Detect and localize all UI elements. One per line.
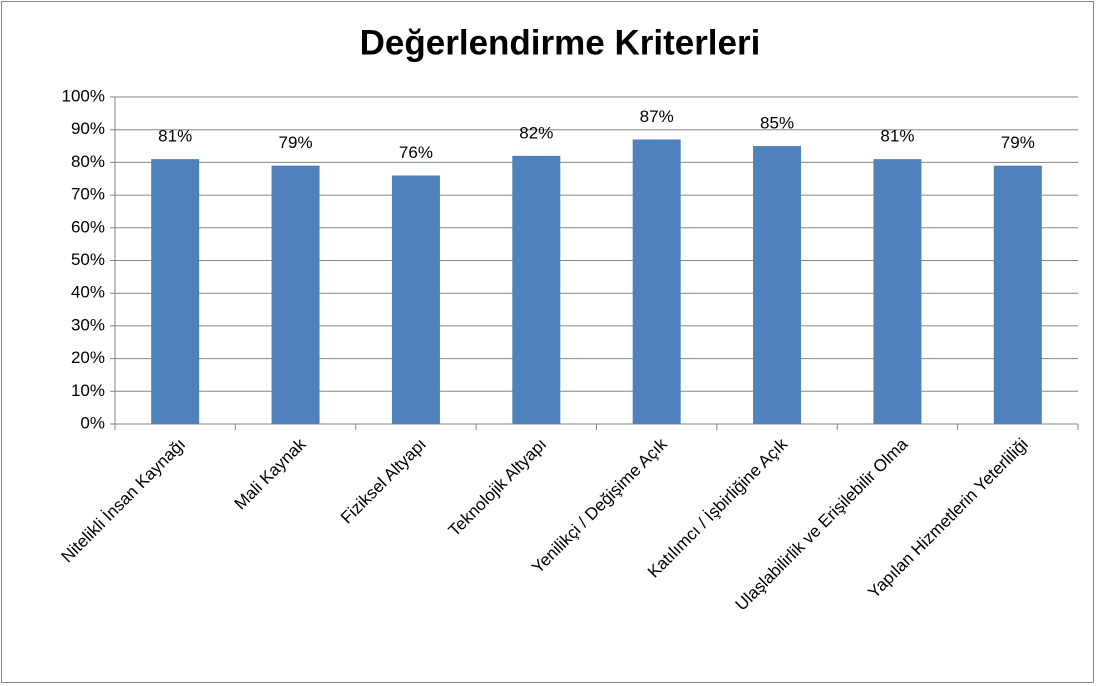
data-label: 81% [880, 127, 914, 146]
bar [753, 146, 802, 425]
data-label: 79% [1001, 133, 1035, 152]
bar [391, 175, 440, 424]
y-tick-label: 70% [71, 185, 105, 204]
data-label: 85% [760, 114, 794, 133]
data-label: 81% [158, 127, 192, 146]
bar [271, 165, 320, 425]
y-tick-label: 80% [71, 152, 105, 171]
bar [151, 159, 200, 424]
bar [873, 159, 922, 424]
data-label: 87% [640, 107, 674, 126]
y-tick-label: 90% [71, 119, 105, 138]
y-tick-label: 10% [71, 381, 105, 400]
bar [993, 165, 1042, 425]
y-tick-label: 100% [62, 86, 105, 105]
bar [632, 139, 681, 424]
data-label: 76% [399, 143, 433, 162]
bar [512, 155, 561, 425]
chart-title: Değerlendirme Kriterleri [360, 23, 761, 62]
y-tick-label: 40% [71, 283, 105, 302]
y-tick-label: 50% [71, 250, 105, 269]
y-tick-label: 30% [71, 315, 105, 334]
y-tick-label: 20% [71, 348, 105, 367]
data-label: 82% [519, 123, 553, 142]
data-label: 79% [279, 133, 313, 152]
y-tick-label: 0% [80, 413, 105, 432]
y-tick-label: 60% [71, 217, 105, 236]
